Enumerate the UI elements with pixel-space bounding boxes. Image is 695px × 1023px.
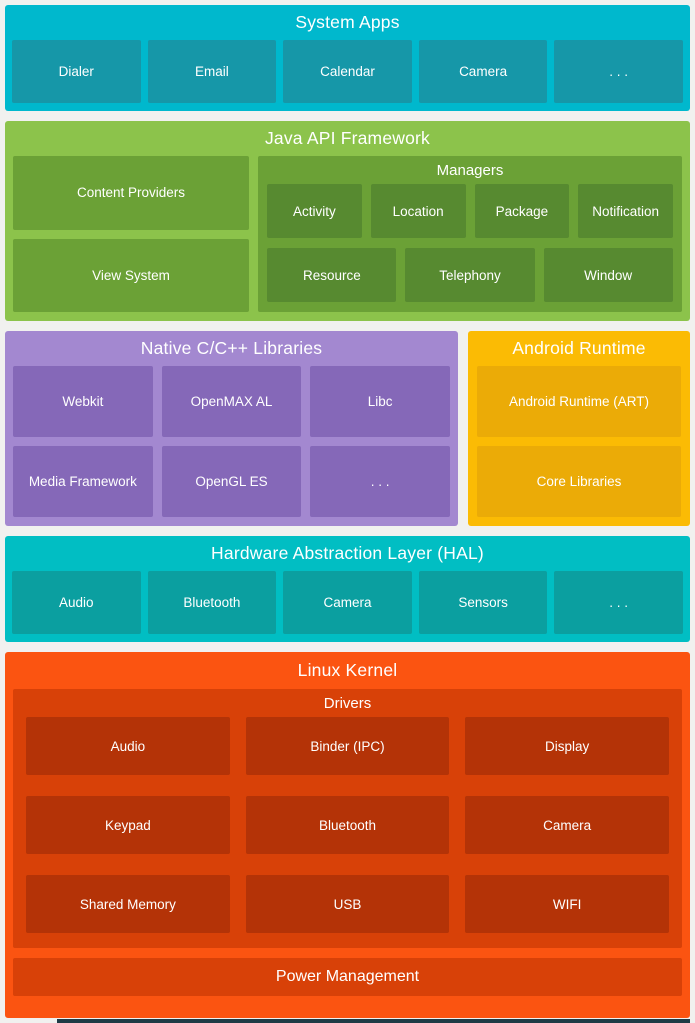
box-core-libraries: Core Libraries [477,446,681,517]
bottom-cutoff-bar [57,1019,690,1023]
managers-container: Managers Activity Location Package Notif… [258,156,682,312]
native-and-runtime-row: Native C/C++ Libraries Webkit OpenMAX AL… [5,331,690,526]
box-calendar: Calendar [283,40,412,103]
box-apps-ellipsis: . . . [554,40,683,103]
box-window-manager: Window [543,248,673,302]
java-api-content: Content Providers View System Managers A… [13,156,682,312]
box-resource-manager: Resource [267,248,397,302]
box-location-manager: Location [370,184,466,238]
java-api-left-column: Content Providers View System [13,156,249,312]
native-row-1: Webkit OpenMAX AL Libc [13,366,451,437]
box-driver-usb: USB [245,875,450,933]
hal-title: Hardware Abstraction Layer (HAL) [211,543,484,563]
drivers-row-1: Audio Binder (IPC) Display [26,717,670,775]
box-package-manager: Package [474,184,570,238]
box-driver-wifi: WIFI [465,875,670,933]
hal-row: Audio Bluetooth Camera Sensors . . . [12,571,683,634]
drivers-title: Drivers [323,694,372,712]
band-native-libraries: Native C/C++ Libraries Webkit OpenMAX AL… [5,331,458,526]
linux-kernel-title: Linux Kernel [297,660,398,680]
box-driver-bluetooth: Bluetooth [245,796,450,854]
box-driver-camera: Camera [465,796,670,854]
box-hal-audio: Audio [12,571,141,634]
box-hal-bluetooth: Bluetooth [147,571,277,634]
drivers-row-2: Keypad Bluetooth Camera [26,796,670,854]
box-activity-manager: Activity [267,184,362,238]
box-power-management: Power Management [13,958,682,996]
box-media-framework: Media Framework [13,446,153,517]
box-dialer: Dialer [12,40,141,103]
band-hal: Hardware Abstraction Layer (HAL) Audio B… [5,536,690,642]
android-architecture-diagram: System Apps Dialer Email Calendar Camera… [5,5,690,1018]
box-art: Android Runtime (ART) [477,366,681,437]
native-row-2: Media Framework OpenGL ES . . . [13,446,451,517]
band-system-apps: System Apps Dialer Email Calendar Camera… [5,5,690,111]
band-java-api-framework: Java API Framework Content Providers Vie… [5,121,690,321]
box-openmax-al: OpenMAX AL [161,366,302,437]
managers-row-1: Activity Location Package Notification [267,184,673,238]
managers-row-2: Resource Telephony Window [267,248,673,302]
java-api-title: Java API Framework [264,128,431,148]
drivers-row-3: Shared Memory USB WIFI [26,875,670,933]
box-driver-audio: Audio [26,717,230,775]
android-runtime-title: Android Runtime [512,338,646,358]
box-hal-camera: Camera [283,571,412,634]
box-content-providers: Content Providers [13,156,249,230]
box-driver-shared-memory: Shared Memory [26,875,230,933]
band-linux-kernel: Linux Kernel Drivers Audio Binder (IPC) … [5,652,690,1018]
box-email: Email [147,40,277,103]
box-driver-binder-ipc: Binder (IPC) [245,717,450,775]
box-native-ellipsis: . . . [310,446,451,517]
box-driver-display: Display [465,717,670,775]
box-libc: Libc [310,366,451,437]
box-notification-manager: Notification [578,184,673,238]
box-hal-ellipsis: . . . [554,571,683,634]
managers-title: Managers [436,161,504,179]
box-webkit: Webkit [13,366,153,437]
system-apps-row: Dialer Email Calendar Camera . . . [12,40,683,103]
band-android-runtime: Android Runtime Android Runtime (ART) Co… [468,331,690,526]
box-view-system: View System [13,238,249,312]
box-opengl-es: OpenGL ES [161,446,302,517]
box-hal-sensors: Sensors [418,571,548,634]
native-libraries-title: Native C/C++ Libraries [140,338,323,358]
box-driver-keypad: Keypad [26,796,230,854]
system-apps-title: System Apps [295,12,400,32]
drivers-container: Drivers Audio Binder (IPC) Display Keypa… [13,689,682,948]
box-telephony-manager: Telephony [405,248,535,302]
box-camera-app: Camera [418,40,548,103]
